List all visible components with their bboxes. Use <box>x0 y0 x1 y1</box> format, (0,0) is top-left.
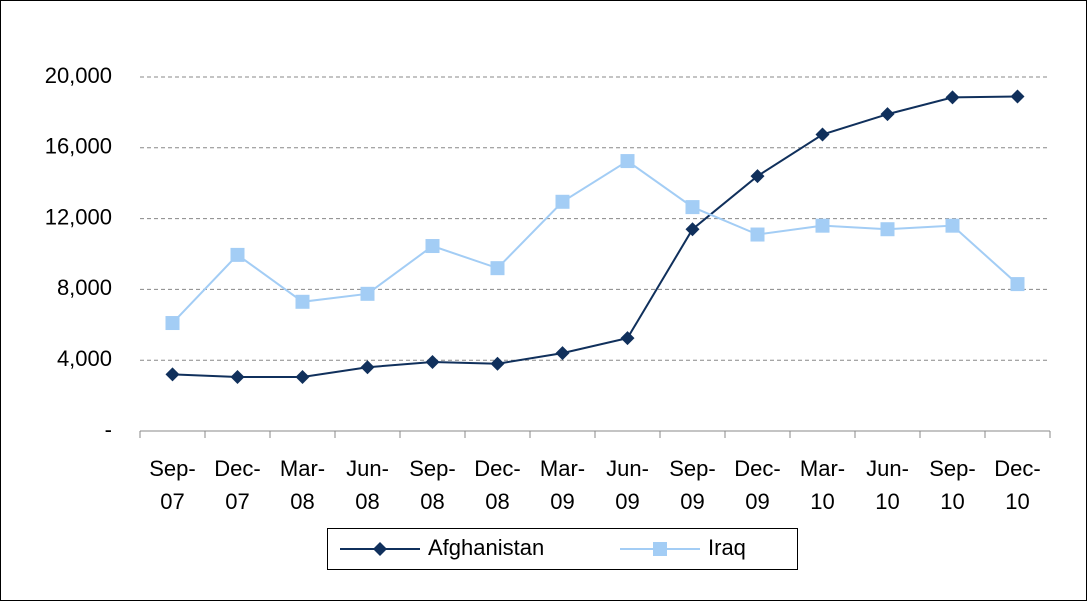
marker <box>815 127 830 142</box>
marker <box>1010 89 1025 104</box>
marker <box>555 346 570 361</box>
series-line <box>171 159 1019 324</box>
marker <box>880 222 895 237</box>
x-tick-label: Sep-10 <box>929 456 975 514</box>
marker <box>373 542 387 556</box>
x-tick-label: Jun-08 <box>346 456 389 514</box>
marker <box>295 370 310 385</box>
x-tick-label: Sep-07 <box>149 456 195 514</box>
marker <box>750 169 765 184</box>
x-tick-label: Dec-08 <box>474 456 520 514</box>
x-tick-label: Mar-08 <box>280 456 325 514</box>
marker <box>620 331 635 346</box>
marker <box>750 227 765 242</box>
series-line <box>172 95 1018 379</box>
x-tick-label: Mar-09 <box>540 456 585 514</box>
marker <box>165 367 180 382</box>
y-tick-label: 20,000 <box>45 63 112 88</box>
marker <box>165 316 180 331</box>
x-tick-label: Dec-07 <box>214 456 260 514</box>
marker <box>230 370 245 385</box>
x-tick-label: Sep-08 <box>409 456 455 514</box>
marker <box>425 239 440 254</box>
y-tick-label: - <box>105 417 112 442</box>
marker <box>945 90 960 105</box>
y-tick-label: 4,000 <box>57 346 112 371</box>
marker <box>555 194 570 209</box>
x-tick-label: Jun-09 <box>606 456 649 514</box>
x-tick-label: Mar-10 <box>800 456 845 514</box>
y-tick-label: 12,000 <box>45 204 112 229</box>
y-tick-label: 16,000 <box>45 134 112 159</box>
marker <box>1010 277 1025 292</box>
marker <box>653 542 667 556</box>
x-tick-label: Jun-10 <box>866 456 909 514</box>
x-tick-label: Dec-10 <box>994 456 1040 514</box>
marker <box>295 294 310 309</box>
legend-label: Afghanistan <box>428 535 544 560</box>
marker <box>425 354 440 369</box>
x-tick-label: Dec-09 <box>734 456 780 514</box>
marker <box>230 247 245 262</box>
marker <box>490 356 505 371</box>
marker <box>620 154 635 169</box>
x-tick-label: Sep-09 <box>669 456 715 514</box>
marker <box>880 107 895 122</box>
marker <box>685 200 700 215</box>
legend-label: Iraq <box>708 535 746 560</box>
marker <box>360 360 375 375</box>
y-tick-label: 8,000 <box>57 275 112 300</box>
marker <box>685 222 700 237</box>
marker <box>360 286 375 301</box>
marker <box>815 218 830 233</box>
marker <box>490 261 505 276</box>
marker <box>945 218 960 233</box>
